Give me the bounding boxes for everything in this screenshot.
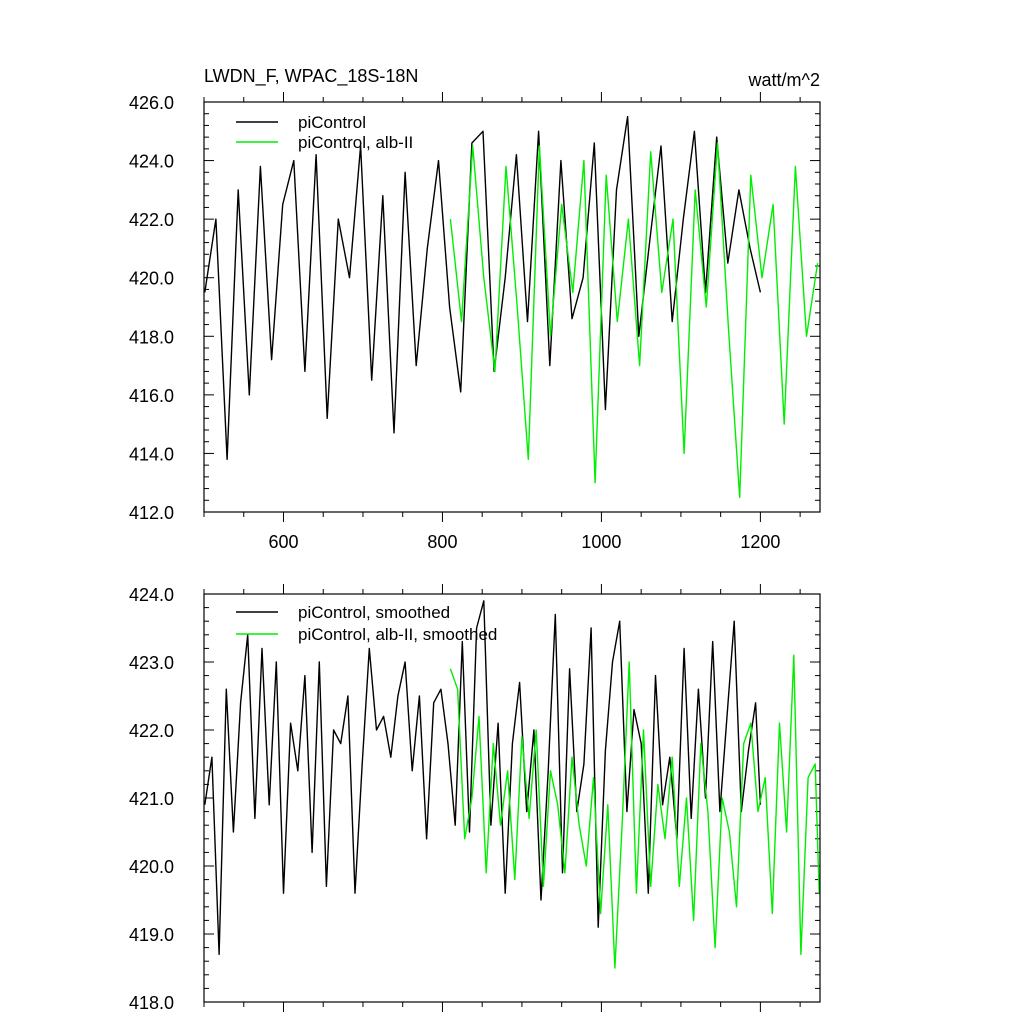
top-ytick-label: 422.0 [129,210,174,230]
bottom-legend: piControl, smoothed piControl, alb-II, s… [236,603,497,644]
top-legend: piControl piControl, alb-II [236,113,413,152]
bottom-series-line-2 [449,654,820,969]
top-ytick-label: 412.0 [129,503,174,523]
top-legend-label-1: piControl [298,113,366,132]
top-legend-label-2: piControl, alb-II [298,133,413,152]
top-series-line-1 [204,115,762,460]
top-ytick-label: 414.0 [129,444,174,464]
top-plot-frame [203,101,821,513]
top-xtick-label: 1200 [740,532,780,552]
bottom-plot-frame [203,593,821,1003]
bottom-panel: 418.0 419.0 420.0 421.0 422.0 423.0 424.0 piCo… [129,584,821,1013]
bottom-series-line-1 [204,600,762,956]
bottom-ytick-label: 424.0 [129,585,174,605]
top-ytick-label: 426.0 [129,93,174,113]
top-ytick-label: 418.0 [129,327,174,347]
bottom-ytick-label: 422.0 [129,721,174,741]
top-xtick-label: 800 [427,532,457,552]
bottom-ytick-label: 420.0 [129,857,174,877]
top-ytick-label: 420.0 [129,269,174,289]
bottom-ytick-label: 419.0 [129,925,174,945]
chart-title: LWDN_F, WPAC_18S-18N [204,66,418,87]
bottom-legend-label-2: piControl, alb-II, smoothed [298,625,497,644]
units-label: watt/m^2 [748,70,820,90]
bottom-ytick-label: 421.0 [129,789,174,809]
top-xtick-label: 1000 [581,532,621,552]
top-xtick-label: 600 [268,532,298,552]
top-ytick-label: 424.0 [129,152,174,172]
bottom-legend-label-1: piControl, smoothed [298,603,450,622]
top-panel: 412.0 414.0 416.0 418.0 420.0 422.0 424.0 426.0… [129,92,821,552]
top-series-line-2 [449,142,819,499]
bottom-ytick-label: 423.0 [129,653,174,673]
top-ytick-label: 416.0 [129,386,174,406]
bottom-ytick-label: 418.0 [129,993,174,1013]
